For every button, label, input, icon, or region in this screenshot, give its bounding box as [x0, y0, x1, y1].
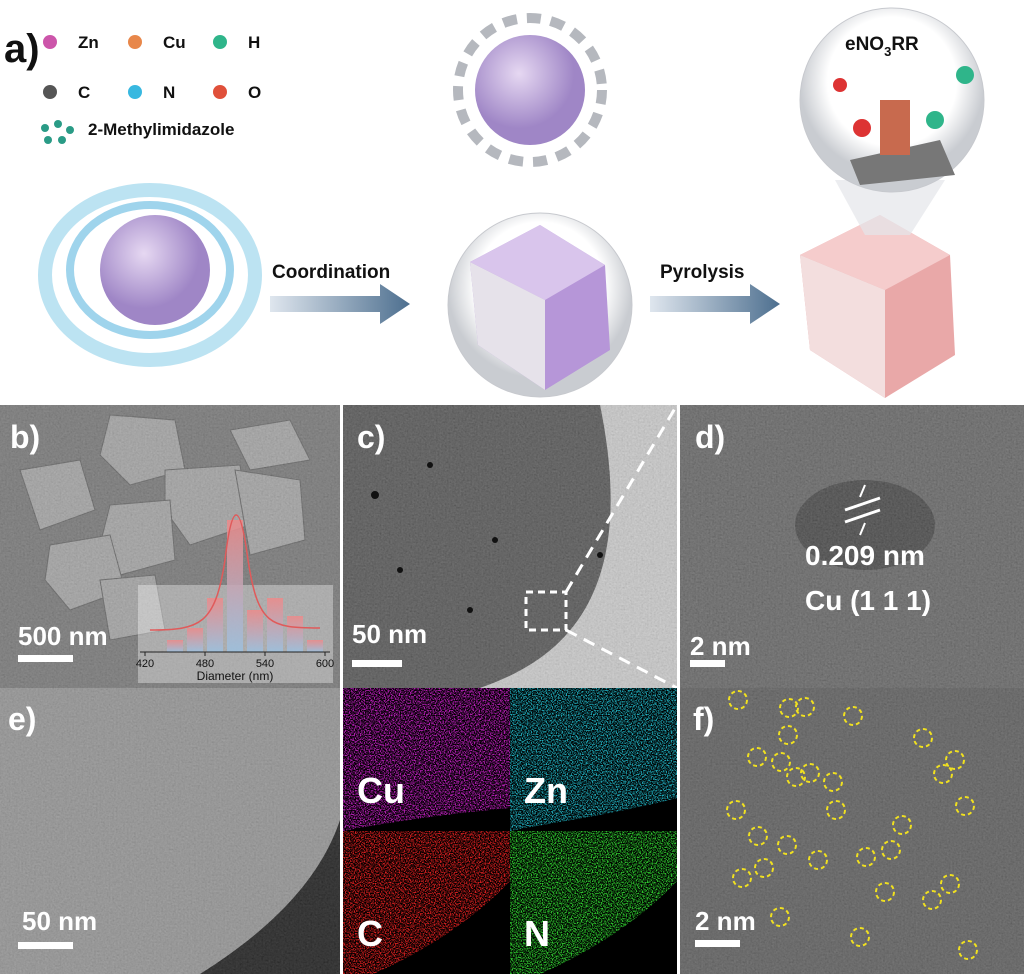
panel-b: b) 500 nm 420 480 540 600 Diameter (nm)	[0, 405, 340, 688]
atom-marker	[726, 800, 746, 820]
x-tick-label: 600	[316, 658, 334, 670]
legend-swatch	[213, 35, 227, 49]
x-axis-label: Diameter (nm)	[197, 669, 274, 683]
atom-marker	[881, 840, 901, 860]
ligand-label: 2-Methylimidazole	[88, 120, 234, 139]
panel-label: c)	[357, 419, 385, 455]
eds-element-label: N	[524, 913, 550, 954]
histogram-bar	[167, 640, 183, 652]
atom-marker	[778, 725, 798, 745]
legend-label: O	[248, 83, 261, 102]
atom-marker	[843, 706, 863, 726]
panel-label: f)	[693, 701, 714, 737]
step-label: Pyrolysis	[660, 262, 745, 283]
atom-marker	[940, 874, 960, 894]
panel-label: e)	[8, 701, 36, 737]
atom-marker	[748, 826, 768, 846]
atom-marker	[728, 690, 748, 710]
legend-swatch	[128, 35, 142, 49]
panel-d: d) 0.209 nm Cu (1 1 1) 2 nm	[680, 405, 1024, 688]
x-tick-label: 480	[196, 658, 214, 670]
atom-marker	[732, 868, 752, 888]
atom-marker	[875, 882, 895, 902]
x-tick-label: 420	[136, 658, 154, 670]
eds-element-label: Zn	[524, 770, 568, 811]
panel-c: c) 50 nm	[343, 404, 679, 690]
legend-swatch	[43, 85, 57, 99]
eds-element-label: C	[357, 913, 383, 954]
eds-map-signal	[343, 831, 510, 974]
atom-marker	[945, 750, 965, 770]
eds-map-signal	[510, 831, 677, 974]
atom-marker	[777, 835, 797, 855]
panel-e: e) 50 nm	[0, 688, 340, 974]
step-label: Coordination	[272, 262, 390, 283]
atom-marker	[826, 800, 846, 820]
eds-element-label: Cu	[357, 770, 405, 811]
panel-f: f) 2 nm	[680, 688, 1024, 974]
atom-marker	[754, 858, 774, 878]
scale-bar-label: 50 nm	[22, 906, 97, 936]
atom-marker	[771, 752, 791, 772]
atom-marker	[955, 796, 975, 816]
atom-marker	[850, 927, 870, 947]
atom-marker	[800, 763, 820, 783]
legend-swatch	[128, 85, 142, 99]
panel-a-art: a) Zn Cu H C N O 2-Methylimidazole Coordinati…	[4, 7, 985, 398]
atom-marker	[779, 698, 799, 718]
reaction-label: eNO3RR	[845, 34, 919, 59]
spacing-label: 0.209 nm	[805, 540, 925, 571]
atom-marker	[808, 850, 828, 870]
atom-marker	[823, 772, 843, 792]
legend-label: Zn	[78, 33, 99, 52]
eds-map-signal	[343, 688, 510, 831]
legend-swatch	[213, 85, 227, 99]
x-tick-label: 540	[256, 658, 274, 670]
atom-marker	[770, 907, 790, 927]
scale-bar-label: 50 nm	[352, 619, 427, 649]
scale-bar-label: 500 nm	[18, 621, 108, 651]
eds-maps: Cu Zn C N	[343, 688, 677, 974]
atom-marker	[913, 728, 933, 748]
reaction-prefix: eNO	[845, 34, 884, 55]
atom-marker	[856, 847, 876, 867]
atom-marker	[892, 815, 912, 835]
reaction-subscript: 3	[884, 44, 891, 59]
atom-marker	[933, 764, 953, 784]
atom-marker	[958, 940, 978, 960]
histogram-bar	[227, 520, 243, 652]
histogram-bar	[287, 616, 303, 652]
atom-marker	[786, 767, 806, 787]
histogram-bar	[267, 598, 283, 652]
reaction-suffix: RR	[891, 34, 919, 55]
histogram-bar	[207, 598, 223, 652]
atom-marker	[747, 747, 767, 767]
panel-label: d)	[695, 419, 725, 455]
histogram-bar	[247, 610, 263, 652]
legend-swatch	[43, 35, 57, 49]
scale-bar-label: 2 nm	[695, 906, 756, 936]
eds-map-signal	[510, 688, 677, 831]
histogram-bar	[307, 640, 323, 652]
legend-label: Cu	[163, 33, 186, 52]
atom-marker	[922, 890, 942, 910]
legend-label: C	[78, 83, 90, 102]
scale-bar-label: 2 nm	[690, 631, 751, 661]
panel-label: b)	[10, 419, 40, 455]
legend-label: N	[163, 83, 175, 102]
panel-label: a)	[4, 27, 40, 71]
plane-label: Cu (1 1 1)	[805, 585, 931, 616]
legend-label: H	[248, 33, 260, 52]
atom-marker	[795, 697, 815, 717]
histogram-bar	[187, 628, 203, 652]
